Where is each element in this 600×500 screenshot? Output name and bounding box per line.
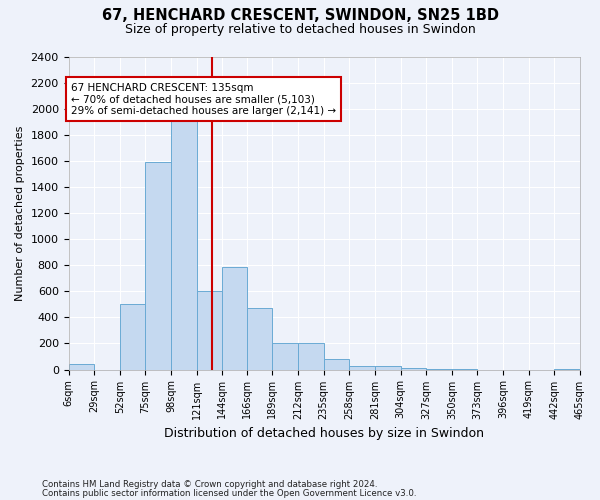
Text: Contains public sector information licensed under the Open Government Licence v3: Contains public sector information licen…: [42, 490, 416, 498]
Bar: [554, 369, 580, 370]
Bar: [247, 308, 272, 370]
Bar: [171, 116, 197, 370]
Text: 67 HENCHARD CRESCENT: 135sqm
← 70% of detached houses are smaller (5,103)
29% of: 67 HENCHARD CRESCENT: 135sqm ← 70% of de…: [71, 82, 336, 116]
Y-axis label: Number of detached properties: Number of detached properties: [15, 126, 25, 300]
Bar: [272, 344, 298, 369]
Bar: [197, 292, 223, 370]
Bar: [426, 369, 452, 370]
Text: Contains HM Land Registry data © Crown copyright and database right 2024.: Contains HM Land Registry data © Crown c…: [42, 480, 377, 489]
X-axis label: Distribution of detached houses by size in Swindon: Distribution of detached houses by size …: [164, 427, 484, 440]
Bar: [145, 162, 171, 370]
Text: 67, HENCHARD CRESCENT, SWINDON, SN25 1BD: 67, HENCHARD CRESCENT, SWINDON, SN25 1BD: [101, 8, 499, 22]
Bar: [223, 266, 247, 370]
Bar: [349, 366, 375, 370]
Bar: [401, 368, 426, 370]
Bar: [68, 364, 94, 370]
Bar: [324, 359, 349, 370]
Text: Size of property relative to detached houses in Swindon: Size of property relative to detached ho…: [125, 22, 475, 36]
Bar: [452, 369, 478, 370]
Bar: [375, 366, 401, 370]
Bar: [298, 344, 324, 369]
Bar: [120, 304, 145, 370]
